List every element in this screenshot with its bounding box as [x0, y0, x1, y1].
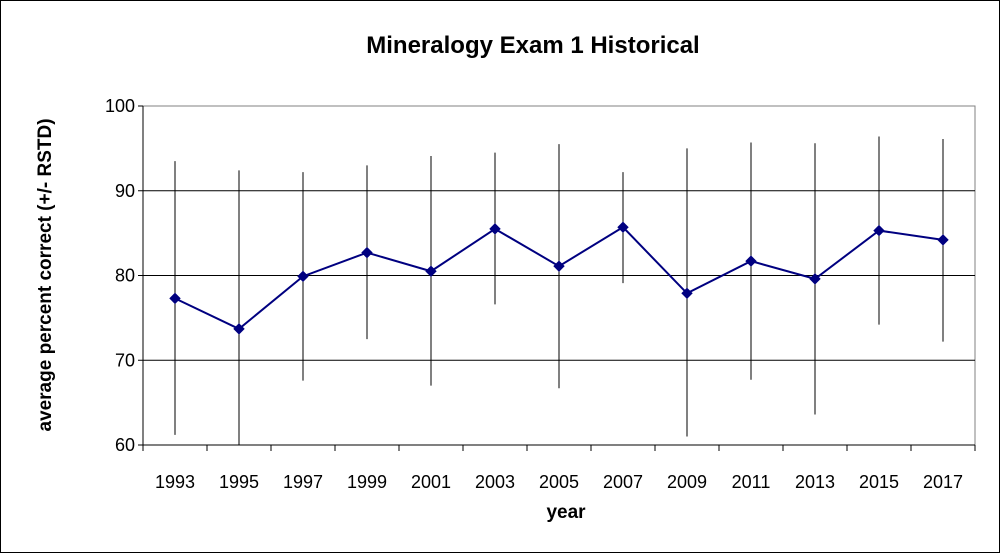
data-point-marker — [489, 223, 501, 235]
x-tick-label: 1997 — [283, 472, 323, 492]
x-tick-label: 2009 — [667, 472, 707, 492]
x-axis-ticks: 1993 1995 1997 1999 2001 2003 2005 2007 2009 2011… — [142, 445, 976, 492]
x-tick-label: 1999 — [347, 472, 387, 492]
y-tick-label: 90 — [115, 181, 135, 201]
data-series — [169, 221, 949, 335]
x-tick-label: 2001 — [411, 472, 451, 492]
y-axis-ticks: 60 70 80 90 100 — [105, 96, 975, 455]
x-tick-label: 2003 — [475, 472, 515, 492]
x-tick-label: 2017 — [923, 472, 963, 492]
data-point-marker — [169, 292, 181, 305]
data-point-marker — [553, 260, 565, 272]
data-point-marker — [873, 224, 885, 237]
chart-title: Mineralogy Exam 1 Historical — [366, 32, 699, 59]
x-tick-label: 2011 — [732, 472, 771, 492]
x-tick-label: 1995 — [219, 472, 259, 492]
data-point-marker — [681, 287, 693, 300]
y-axis-label: average percent correct (+/- RSTD) — [35, 118, 56, 431]
x-tick-label: 2007 — [603, 472, 643, 492]
y-tick-label: 100 — [105, 96, 135, 116]
x-axis-label: year — [546, 502, 586, 523]
data-point-marker — [425, 265, 437, 277]
data-point-marker — [361, 246, 373, 259]
y-tick-label: 70 — [115, 350, 135, 370]
data-point-marker — [745, 255, 757, 267]
data-point-marker — [937, 234, 949, 246]
x-tick-label: 2013 — [795, 472, 835, 492]
x-tick-label: 2005 — [539, 472, 579, 492]
data-point-marker — [297, 270, 309, 283]
x-tick-label: 1993 — [155, 472, 195, 492]
x-tick-label: 2015 — [859, 472, 899, 492]
y-tick-label: 60 — [115, 435, 135, 455]
y-tick-label: 80 — [115, 266, 135, 286]
data-point-marker — [809, 273, 821, 285]
data-point-marker — [233, 323, 245, 335]
data-point-marker — [617, 221, 629, 233]
